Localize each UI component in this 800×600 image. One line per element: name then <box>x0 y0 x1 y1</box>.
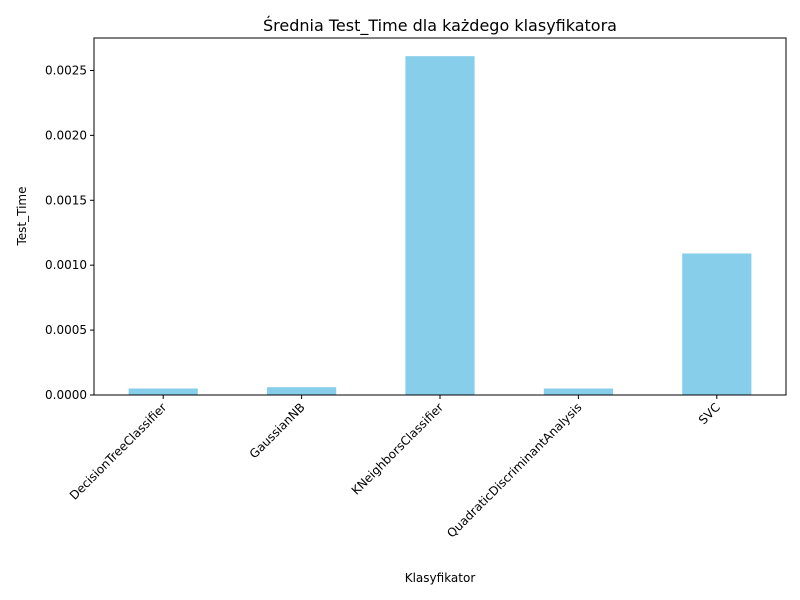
x-tick-label: KNeighborsClassifier <box>349 400 446 497</box>
bar-SVC <box>682 253 752 395</box>
x-axis-label: Klasyfikator <box>405 571 476 585</box>
y-tick-label: 0.0020 <box>45 128 87 142</box>
y-tick-label: 0.0000 <box>45 388 87 402</box>
x-tick-label: SVC <box>696 400 723 427</box>
y-tick-label: 0.0010 <box>45 258 87 272</box>
y-tick-label: 0.0025 <box>45 63 87 77</box>
x-tick-label: DecisionTreeClassifier <box>67 400 169 502</box>
y-tick-label: 0.0015 <box>45 193 87 207</box>
x-tick-label: GaussianNB <box>247 400 308 461</box>
x-axis: DecisionTreeClassifier GaussianNB KNeighbo… <box>67 395 723 540</box>
y-tick-label: 0.0005 <box>45 323 87 337</box>
bar-QuadraticDiscriminantAnalysis <box>543 388 613 395</box>
bar-GaussianNB <box>267 387 337 395</box>
bar-KNeighborsClassifier <box>405 56 475 395</box>
y-axis-label: Test_Time <box>15 187 29 247</box>
bars <box>128 56 752 395</box>
bar-DecisionTreeClassifier <box>128 388 198 395</box>
chart-title: Średnia Test_Time dla każdego klasyfikat… <box>263 16 617 36</box>
y-axis: 0.0000 0.0005 0.0010 0.0015 0.0020 0.0025 <box>45 63 94 402</box>
plot-frame <box>93 37 787 396</box>
x-tick-label: QuadraticDiscriminantAnalysis <box>444 400 584 540</box>
